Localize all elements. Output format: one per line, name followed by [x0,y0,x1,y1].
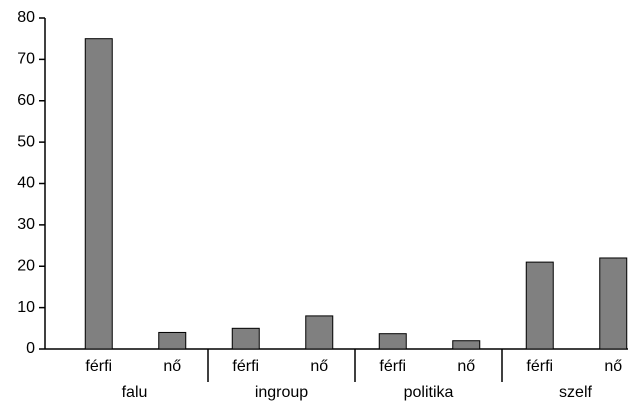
bar [158,331,187,350]
y-tick-label: 60 [17,92,35,109]
x-tick-label: nő [457,358,475,375]
bar [599,257,628,350]
y-tick-label: 20 [17,257,35,274]
group-label: falu [122,384,148,401]
group-label: ingroup [255,384,308,401]
bar [231,327,260,350]
bar [452,340,481,350]
y-tick-label: 10 [17,299,35,316]
x-tick-label: nő [163,358,181,375]
x-tick-label: nő [310,358,328,375]
y-tick-label: 70 [17,51,35,68]
group-label: szelf [559,384,592,401]
y-tick-label: 80 [17,9,35,26]
y-tick-label: 40 [17,175,35,192]
y-tick-label: 0 [26,340,35,357]
x-tick-label: férfi [232,358,259,375]
x-tick-label: nő [604,358,622,375]
group-label: politika [404,384,454,401]
x-tick-label: férfi [526,358,553,375]
y-tick-label: 50 [17,133,35,150]
bar [378,333,407,350]
y-tick-label: 30 [17,216,35,233]
bar [305,315,334,350]
bar [525,261,554,350]
x-tick-label: férfi [85,358,112,375]
x-tick-label: férfi [379,358,406,375]
bar [84,38,113,350]
